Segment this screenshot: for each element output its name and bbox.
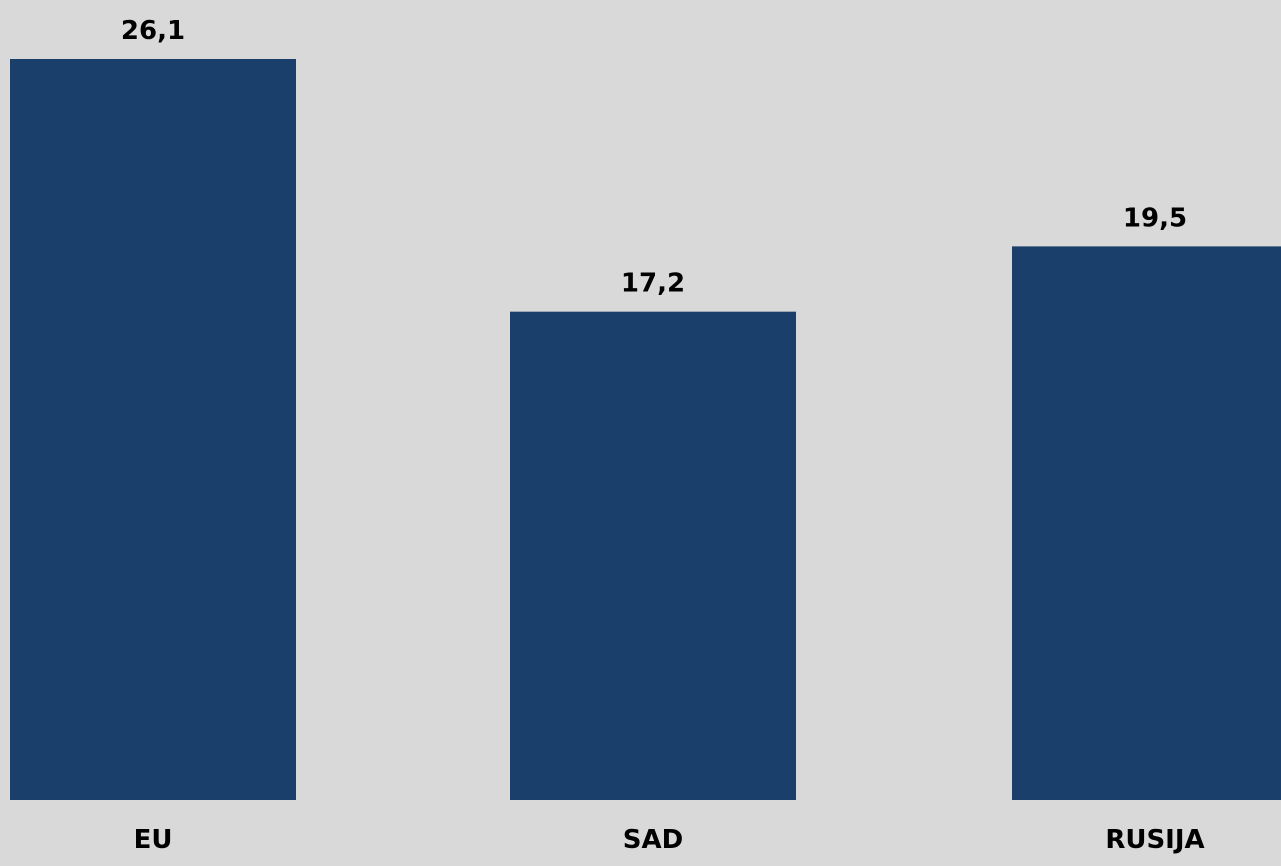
- value-label-sad: 17,2: [621, 269, 685, 299]
- bar-sad: [510, 311, 796, 800]
- bar-eu: [10, 59, 296, 800]
- category-label-eu: EU: [134, 825, 173, 855]
- category-label-rusija: RUSIJA: [1105, 825, 1204, 855]
- category-label-sad: SAD: [623, 825, 683, 855]
- value-label-rusija: 19,5: [1123, 203, 1187, 233]
- bars-group: [10, 59, 1281, 801]
- value-labels-group: 26,1 17,2 19,5: [121, 16, 1187, 299]
- bar-rusija: [1012, 246, 1281, 801]
- category-labels-group: EU SAD RUSIJA: [134, 825, 1205, 855]
- value-label-eu: 26,1: [121, 16, 185, 46]
